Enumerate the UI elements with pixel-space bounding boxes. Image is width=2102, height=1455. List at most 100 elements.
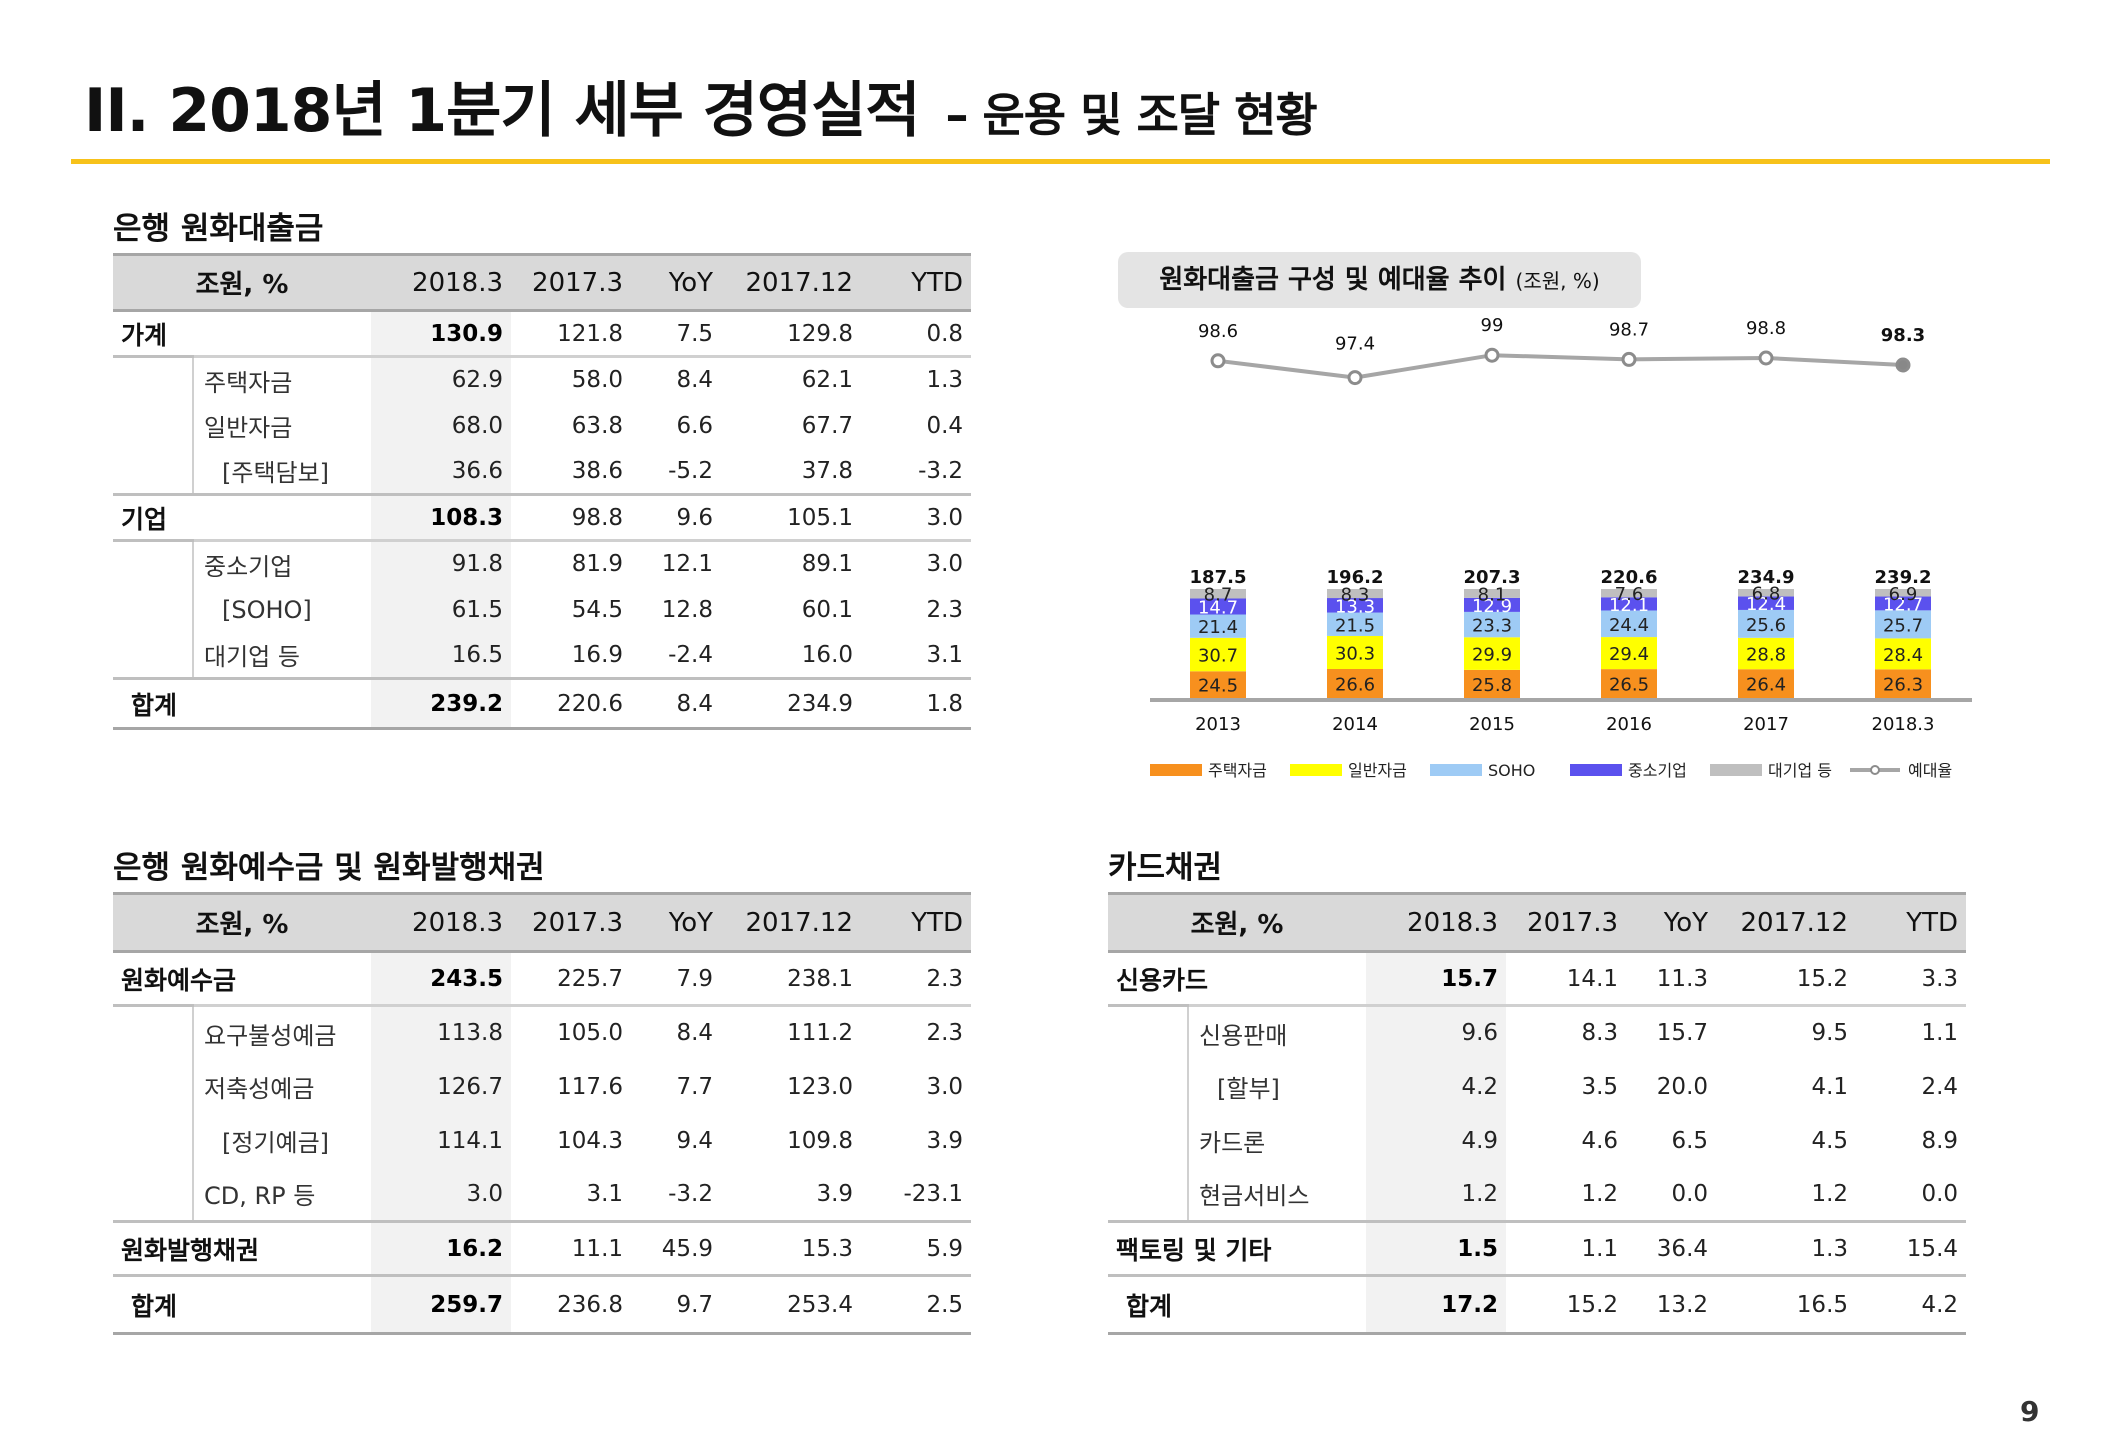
header-col-1: 2018.3 (371, 892, 512, 953)
row-label: 현금서비스 (1186, 1167, 1367, 1222)
bar-data-label: 21.5 (1335, 615, 1375, 636)
value-cell: 0.4 (926, 412, 964, 439)
bar-data-label: 24.4 (1609, 615, 1649, 636)
value-cell: 3.0 (371, 1167, 512, 1222)
value-cell: 2.5 (861, 1274, 972, 1335)
chart-title: 원화대출금 구성 및 예대율 추이 (조원, %) (1118, 252, 1641, 308)
bar-data-label: 30.7 (1198, 646, 1238, 667)
value-cell: 2.4 (1921, 1073, 1959, 1100)
bar-segment-중소기업 (1190, 598, 1246, 615)
page-title-main: II. 2018년 1분기 세부 경영실적 (84, 76, 921, 146)
bar-segment-대기업 등 (1875, 589, 1931, 597)
value-cell: 4.1 (1811, 1073, 1849, 1100)
bar-data-label: 21.4 (1198, 617, 1238, 638)
value-cell: 3.0 (861, 493, 972, 541)
row-label: [주택담보] (191, 448, 372, 495)
value-cell: 11.3 (1626, 950, 1717, 1006)
table-row: 저축성예금 126.7 117.6 7.7 123.0 3.0 (113, 1059, 971, 1114)
value-cell: 8.4 (631, 677, 722, 730)
value-cell: 3.0 (926, 1073, 964, 1100)
bar-total-label: 207.3 (1464, 567, 1521, 588)
bar-data-label: 7.6 (1615, 584, 1644, 605)
bar-segment-중소기업 (1738, 596, 1794, 610)
table-row: 대기업 등 16.5 16.9 -2.4 16.0 3.1 (113, 632, 971, 679)
row-total-label: 합계 (113, 677, 372, 730)
value-cell: 15.4 (1856, 1220, 1967, 1276)
ratio-data-label: 99 (1481, 315, 1504, 336)
value-cell: 104.3 (557, 1127, 624, 1154)
value-cell: 1.3 (1716, 1220, 1857, 1276)
bar-data-label: 12.1 (1609, 595, 1649, 616)
value-cell: 16.0 (801, 641, 854, 668)
row-indent (113, 1168, 193, 1222)
bar-data-label: 12.7 (1883, 594, 1923, 615)
value-cell: 15.7 (1626, 1004, 1717, 1060)
value-cell: 9.4 (676, 1127, 714, 1154)
x-tick-label: 2017 (1743, 714, 1789, 735)
row-label: [SOHO] (191, 586, 372, 633)
value-cell: 130.9 (371, 309, 512, 357)
row-indent (1108, 1004, 1188, 1060)
header-col-3: YoY (631, 253, 722, 312)
value-cell: 4.2 (1366, 1059, 1507, 1114)
value-cell: 58.0 (511, 355, 632, 403)
value-cell: 123.0 (787, 1073, 854, 1100)
bar-data-label: 8.3 (1341, 585, 1370, 606)
bar-segment-중소기업 (1464, 597, 1520, 612)
value-cell: 129.8 (721, 309, 862, 357)
table-total-row: 합계 239.2 220.6 8.4 234.9 1.8 (113, 677, 972, 730)
header-col-5: YTD (1856, 892, 1967, 953)
bar-segment-주택자금 (1190, 671, 1246, 698)
value-cell: 234.9 (721, 677, 862, 730)
deposits-section-title: 은행 원화예수금 및 원화발행채권 (113, 850, 545, 886)
title-divider (71, 159, 2050, 164)
bar-segment-주택자금 (1327, 669, 1383, 698)
legend-swatch (1570, 764, 1622, 776)
value-cell: 117.6 (557, 1073, 624, 1100)
value-cell: 15.7 (1366, 950, 1507, 1006)
value-cell: 16.2 (371, 1220, 512, 1276)
table-row: [주택담보] 36.6 38.6 -5.2 37.8 -3.2 (113, 448, 971, 495)
value-cell: 98.8 (511, 493, 632, 541)
bar-segment-SOHO (1327, 612, 1383, 636)
legend-swatch-marker (1870, 765, 1880, 775)
table-row: 팩토링 및 기타 1.5 1.1 36.4 1.3 15.4 (1108, 1220, 1967, 1276)
value-cell: 4.5 (1811, 1127, 1849, 1154)
value-cell: 109.8 (787, 1127, 854, 1154)
value-cell: 1.8 (861, 677, 972, 730)
table-row: 요구불성예금 113.8 105.0 8.4 111.2 2.3 (113, 1004, 972, 1060)
header-unit: 조원, % (1108, 892, 1367, 953)
row-label: 중소기업 (191, 539, 372, 587)
ratio-line (1217, 353, 1904, 380)
cards-table: 조원, % 2018.3 2017.3 YoY 2017.12 YTD 신용카드 15.7 14… (1108, 892, 1967, 1335)
row-indent (113, 587, 193, 633)
value-cell: 4.2 (1856, 1274, 1967, 1335)
row-total-label: 합계 (1108, 1274, 1367, 1335)
header-col-5: YTD (861, 253, 972, 312)
value-cell: 7.9 (631, 950, 722, 1006)
value-cell: 239.2 (371, 677, 512, 730)
bar-segment-일반자금 (1601, 637, 1657, 670)
value-cell: 8.4 (631, 355, 722, 403)
value-cell: 0.0 (1921, 1180, 1959, 1207)
value-cell: 1.2 (1366, 1167, 1507, 1222)
value-cell: 63.8 (571, 412, 624, 439)
value-cell: 15.2 (1716, 950, 1857, 1006)
bar-segment-중소기업 (1875, 596, 1931, 611)
x-tick-label: 2018.3 (1872, 714, 1935, 735)
value-cell: 12.8 (661, 596, 714, 623)
value-cell: 0.8 (861, 309, 972, 357)
bar-data-label: 26.5 (1609, 675, 1649, 696)
header-col-4: 2017.12 (1716, 892, 1857, 953)
bar-segment-일반자금 (1738, 637, 1794, 670)
ratio-point (1210, 353, 1226, 369)
table-row: 기업 108.3 98.8 9.6 105.1 3.0 (113, 493, 972, 541)
bar-segment-주택자금 (1875, 669, 1931, 698)
value-cell: 67.7 (801, 412, 854, 439)
row-indent (1108, 1114, 1188, 1168)
bar-segment-대기업 등 (1464, 589, 1520, 598)
value-cell: 225.7 (511, 950, 632, 1006)
row-indent (113, 1004, 193, 1060)
value-cell: 11.1 (511, 1220, 632, 1276)
legend-swatch (1710, 764, 1762, 776)
